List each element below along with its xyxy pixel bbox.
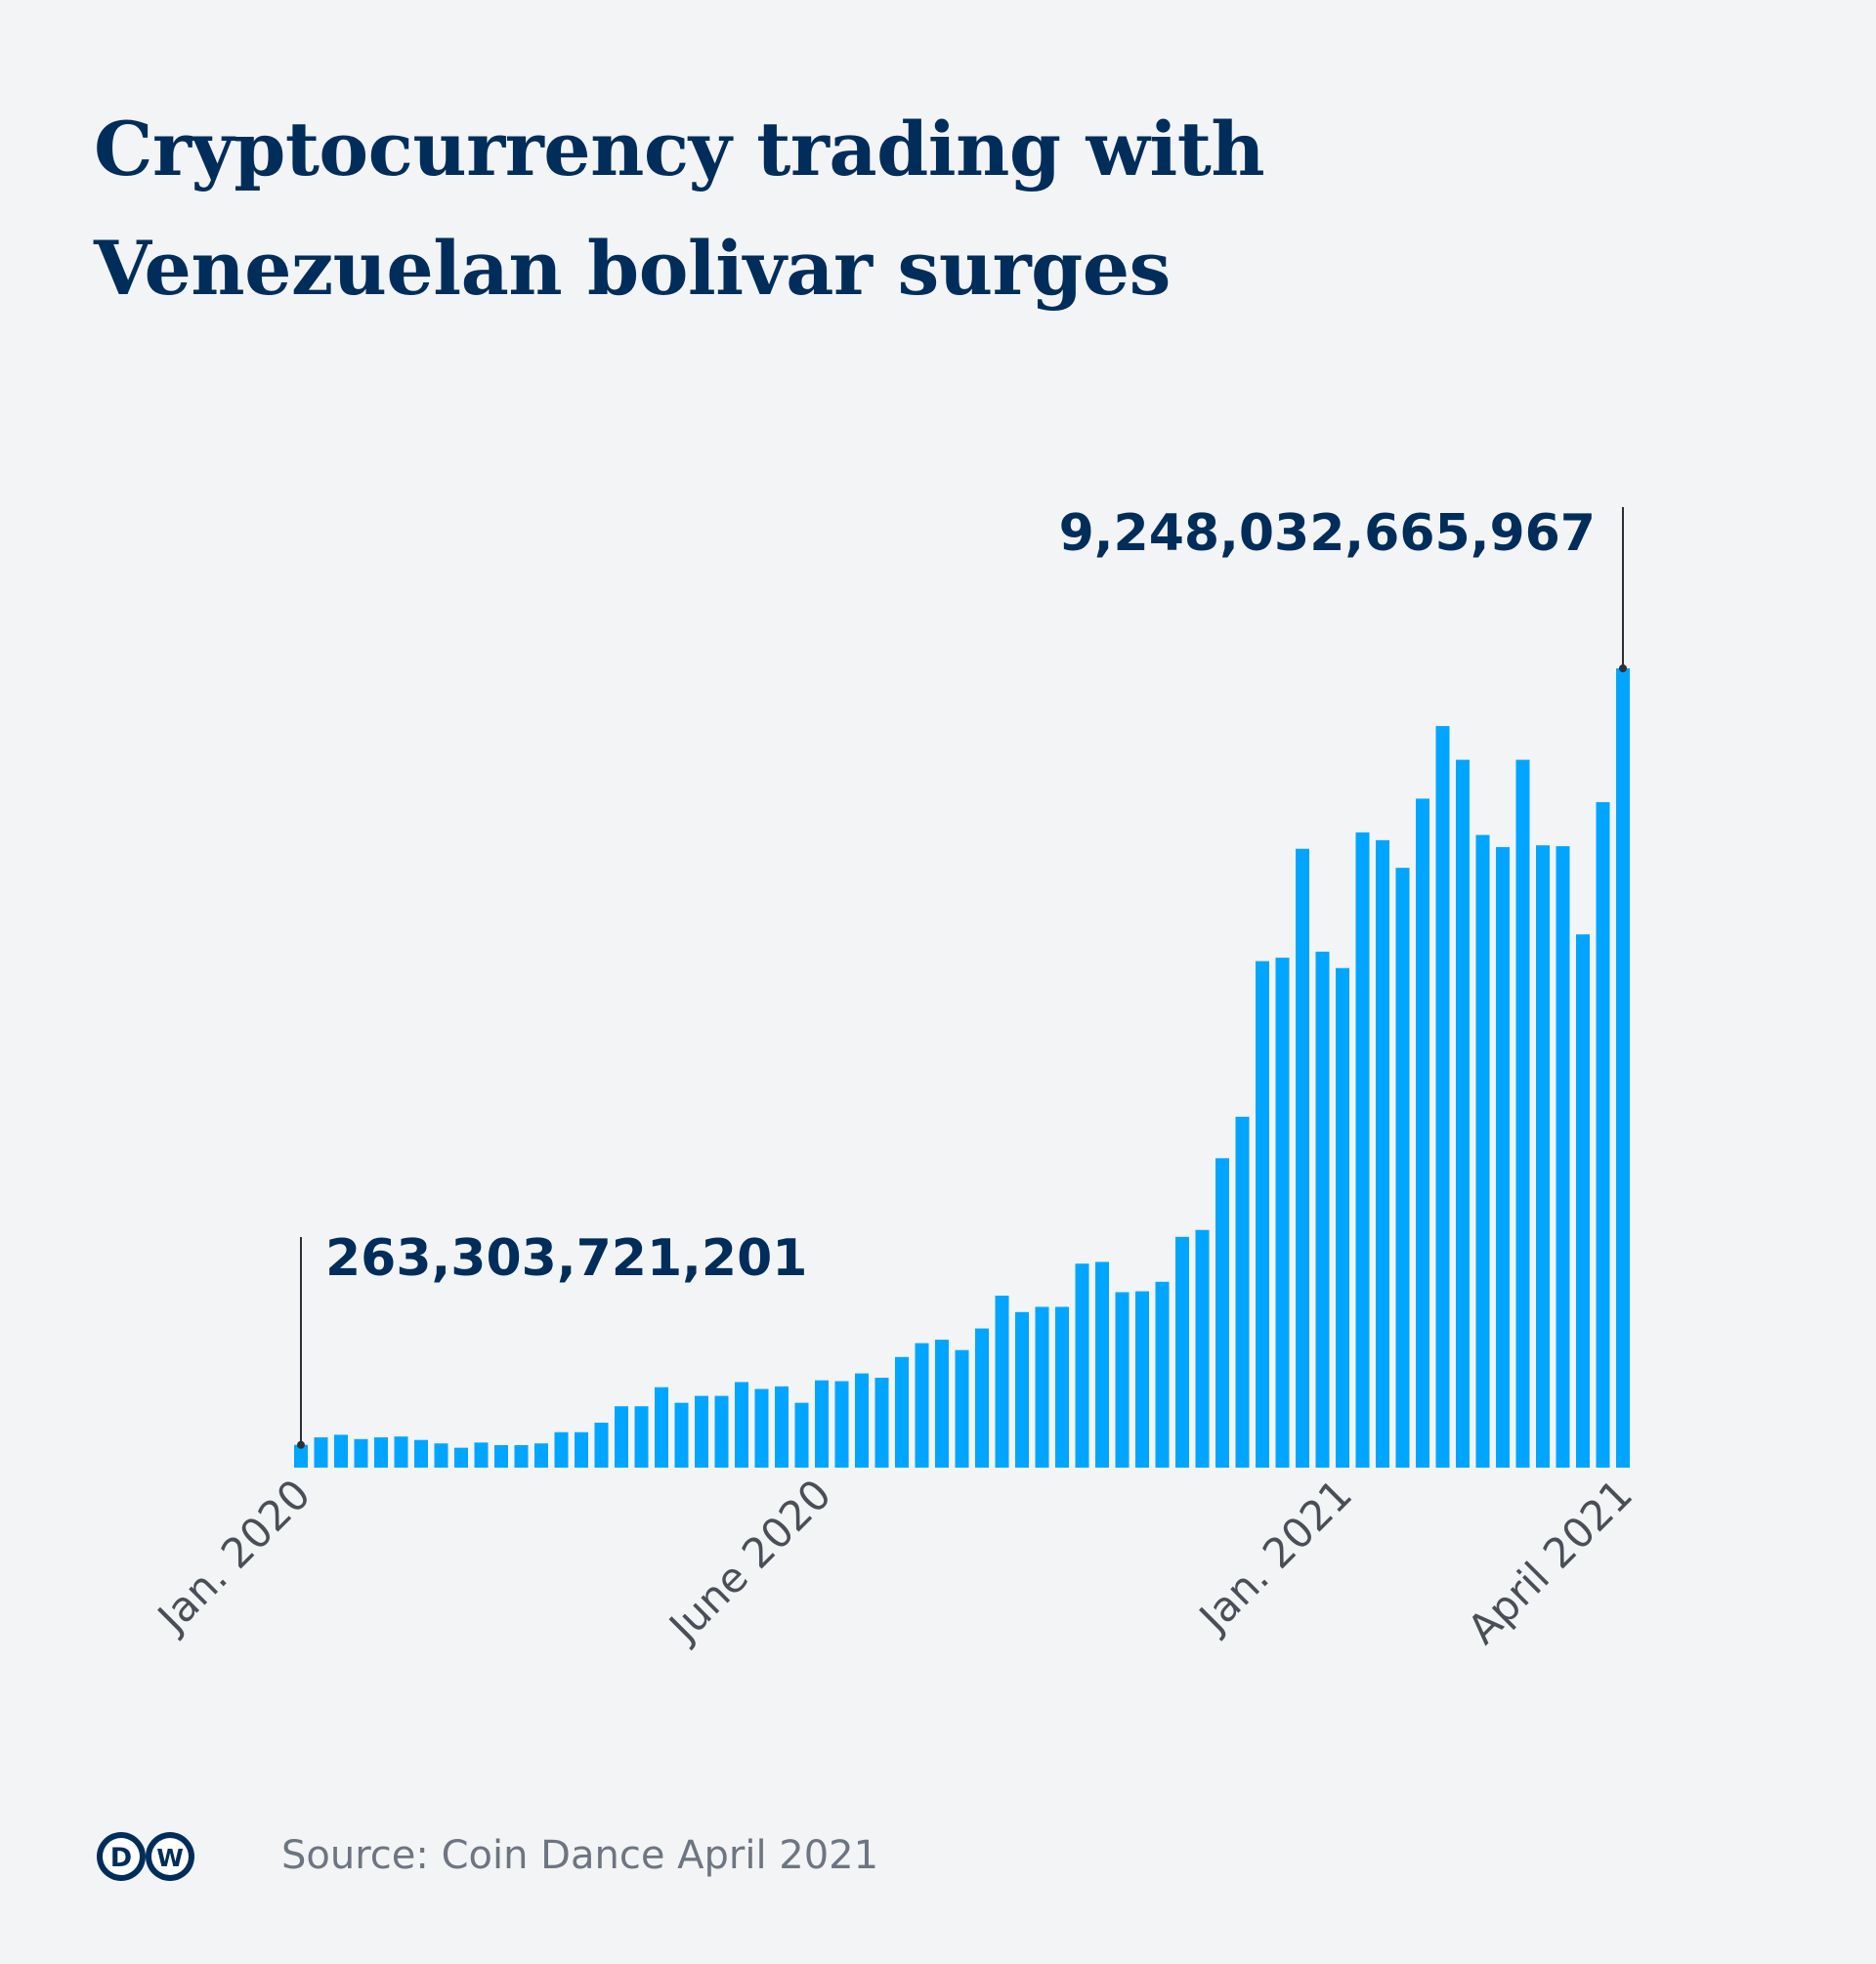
bar [1556, 846, 1570, 1468]
bar [1215, 1158, 1229, 1468]
bar [1616, 668, 1630, 1468]
bar [1536, 845, 1550, 1468]
bar [1515, 759, 1530, 1468]
dw-logo: D W [97, 1832, 194, 1881]
bar [855, 1373, 869, 1468]
bar [1155, 1281, 1170, 1468]
bar [1135, 1291, 1149, 1468]
bar [714, 1395, 729, 1468]
bar [575, 1431, 588, 1468]
bar [1576, 934, 1590, 1468]
bar [1055, 1306, 1069, 1468]
bar [1296, 848, 1309, 1468]
annotation-dot [1619, 664, 1627, 672]
bar [1435, 726, 1450, 1468]
bar [815, 1380, 829, 1468]
svg-text:W: W [156, 1844, 184, 1872]
bars-group [294, 668, 1630, 1468]
bar [1195, 1229, 1210, 1468]
bar [354, 1438, 368, 1468]
bar [1395, 868, 1410, 1468]
bar [975, 1328, 989, 1468]
bar [955, 1349, 969, 1468]
bar [514, 1445, 529, 1468]
bar [374, 1437, 388, 1468]
bar [1175, 1236, 1189, 1468]
bar [695, 1395, 708, 1468]
bar [655, 1387, 668, 1468]
bar [1496, 846, 1510, 1468]
bar [915, 1343, 929, 1468]
x-axis-ticks: Jan. 2020 June 2020 Jan. 2021 April 2021 [147, 1470, 1642, 1653]
bar [935, 1340, 949, 1468]
bar [1095, 1261, 1109, 1468]
bar [1596, 801, 1610, 1468]
bar [775, 1386, 789, 1468]
bar [1015, 1311, 1029, 1468]
bar [1475, 834, 1490, 1468]
annotation-label: 9,248,032,665,967 [1059, 504, 1596, 563]
bar [1275, 958, 1290, 1468]
bar [895, 1356, 909, 1468]
bar [454, 1447, 468, 1468]
bar [1416, 798, 1429, 1468]
bar [834, 1381, 849, 1468]
source-note: Source: Coin Dance April 2021 [281, 1833, 879, 1878]
bar [474, 1442, 489, 1468]
bar [1035, 1306, 1049, 1468]
bar [554, 1431, 569, 1468]
bar [615, 1406, 628, 1468]
bar [534, 1443, 548, 1468]
bar [394, 1436, 408, 1468]
bar [674, 1402, 689, 1468]
x-tick-label: June 2020 [659, 1470, 840, 1651]
bar [1315, 951, 1330, 1468]
bar [494, 1445, 508, 1468]
bar [995, 1295, 1009, 1468]
bar [1075, 1263, 1089, 1468]
title-line-1: Cryptocurrency trading with [94, 106, 1265, 192]
bar [634, 1406, 649, 1468]
bar [594, 1423, 609, 1468]
bar [1355, 832, 1370, 1468]
annotation-label: 263,303,721,201 [325, 1229, 807, 1288]
bar [1235, 1116, 1250, 1468]
bar [794, 1402, 809, 1468]
bar [434, 1443, 448, 1468]
x-tick-label: Jan. 2020 [147, 1470, 320, 1643]
bar [334, 1434, 348, 1468]
bar [874, 1378, 889, 1468]
svg-text:D: D [110, 1843, 132, 1873]
x-tick-label: April 2021 [1459, 1470, 1642, 1653]
title-line-2: Venezuelan bolivar surges [94, 225, 1171, 312]
bar [1456, 759, 1470, 1468]
bar [414, 1439, 428, 1468]
chart-title: Cryptocurrency trading with Venezuelan b… [94, 90, 1265, 328]
annotations-group: 263,303,721,201 9,248,032,665,967 [297, 504, 1627, 1449]
x-tick-label: Jan. 2021 [1188, 1470, 1361, 1643]
bar [1115, 1292, 1130, 1468]
bar [294, 1444, 308, 1468]
bar [735, 1382, 748, 1468]
bar [1256, 961, 1269, 1468]
bar [1376, 839, 1389, 1468]
bar [1336, 967, 1349, 1468]
bar [754, 1388, 769, 1468]
bar [314, 1437, 328, 1468]
annotation-dot [297, 1440, 305, 1449]
